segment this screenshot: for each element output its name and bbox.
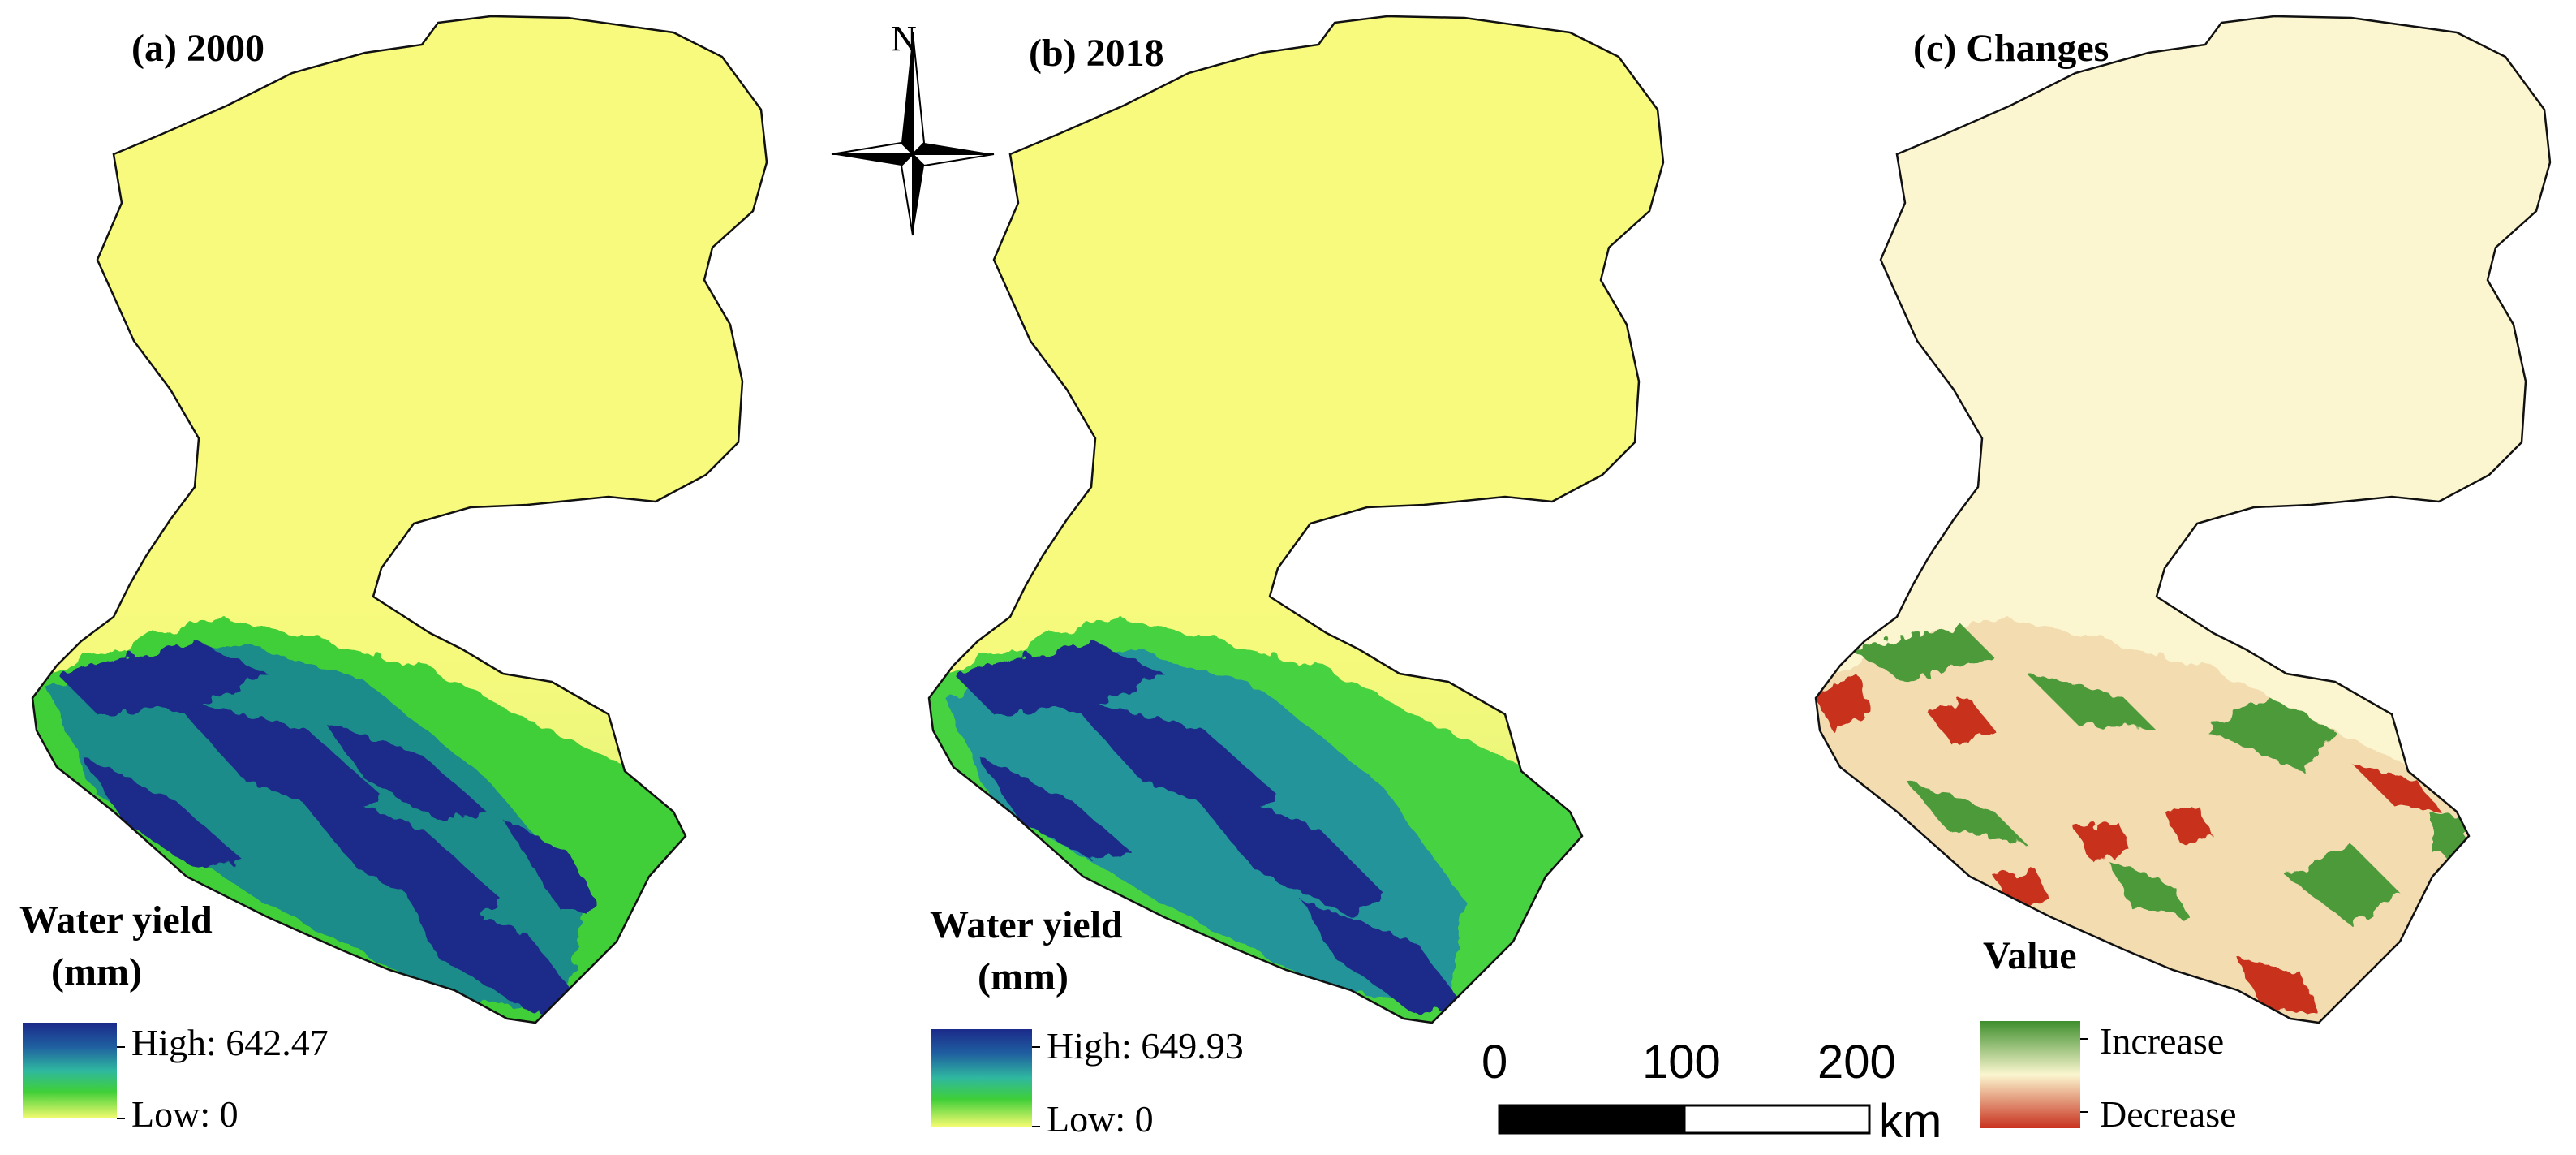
legend-high-2018: High: 649.93 [1047, 1025, 1244, 1067]
scale-tick-100: 100 [1642, 1036, 1721, 1088]
scale-tick-200: 200 [1817, 1036, 1896, 1088]
legend-ramp-2000 [23, 1023, 125, 1119]
legend-increase: Increase [2100, 1020, 2225, 1062]
legend-high-2000: High: 642.47 [131, 1022, 329, 1063]
panel-title-2000: (a) 2000 [131, 27, 264, 70]
scale-unit: km [1879, 1095, 1942, 1148]
legend-title-2000-line1: Water yield [19, 899, 213, 942]
north-label: N [891, 19, 917, 58]
legend-title-2018-line2: (mm) [978, 955, 1069, 998]
legend-ramp-2018 [931, 1029, 1040, 1127]
legend-decrease: Decrease [2100, 1093, 2237, 1135]
legend-title-2018-line1: Water yield [930, 903, 1123, 946]
legend-title-2000: Water yield (mm) [19, 894, 213, 998]
panel-title-2018: (b) 2018 [1029, 32, 1164, 75]
map-panel-changes [1814, 15, 2552, 1024]
north-arrow-icon [831, 32, 995, 236]
map-panel-2000 [31, 15, 768, 1024]
legend-low-2000: Low: 0 [131, 1093, 239, 1135]
scale-bar [1498, 1104, 1871, 1135]
legend-ramp-changes [1980, 1021, 2088, 1128]
legend-title-changes: Value [1983, 934, 2077, 977]
legend-title-2000-line2: (mm) [51, 950, 142, 993]
legend-low-2018: Low: 0 [1047, 1098, 1154, 1140]
scale-tick-0: 0 [1482, 1036, 1508, 1088]
legend-title-2018: Water yield (mm) [930, 899, 1123, 1003]
map-panel-2018 [927, 15, 1665, 1024]
panel-title-changes: (c) Changes [1913, 27, 2109, 70]
